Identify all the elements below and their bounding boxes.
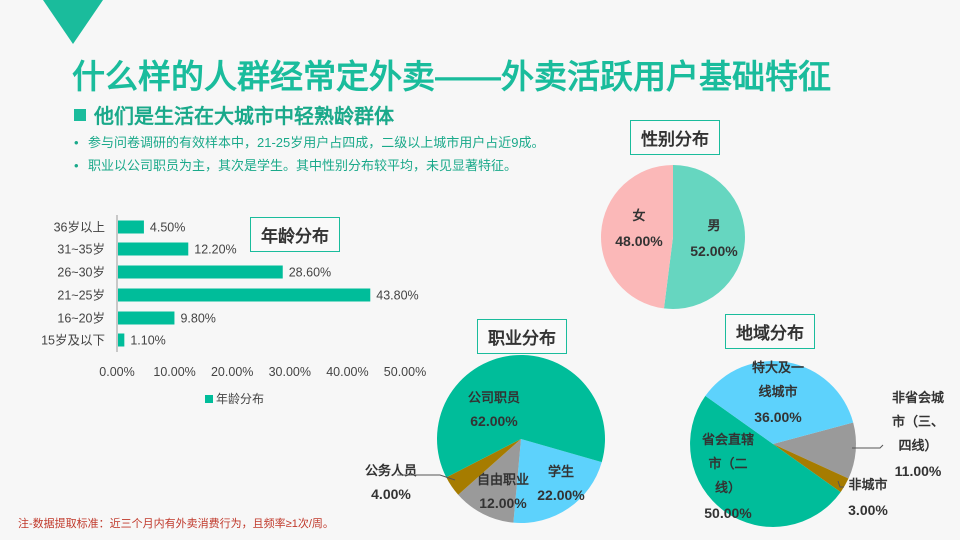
age-chart-title: 年龄分布 <box>250 217 340 252</box>
bullet-list: • 参与问卷调研的有效样本中，21-25岁用户占四成，二级以上城市用户占近9成。 … <box>74 131 544 177</box>
page-title: 什么样的人群经常定外卖——外卖活跃用户基础特征 <box>72 58 831 95</box>
slice-name-label: 女 <box>632 208 645 223</box>
x-tick-label: 0.00% <box>99 365 134 379</box>
age-bar-1 <box>118 242 189 256</box>
slice-value-label: 48.00% <box>615 233 663 249</box>
slice-name-label: 市（三、 <box>892 414 944 429</box>
pie-slice-2 <box>446 439 521 495</box>
x-tick-label: 40.00% <box>326 365 368 379</box>
x-tick-label: 30.00% <box>269 365 311 379</box>
bullet-item: • 参与问卷调研的有效样本中，21-25岁用户占四成，二级以上城市用户占近9成。 <box>74 131 544 154</box>
age-category-label: 16~20岁 <box>57 311 105 326</box>
x-tick-label: 20.00% <box>211 365 253 379</box>
age-bar-3 <box>118 288 371 302</box>
pie-slice-3 <box>437 354 605 478</box>
section-subtitle: 他们是生活在大城市中轻熟龄群体 <box>74 100 394 129</box>
pie-slice-1 <box>600 165 673 309</box>
slice-name-label: 非省会城 <box>892 390 944 405</box>
slice-name-label: 线城市 <box>758 384 797 399</box>
age-category-label: 21~25岁 <box>57 288 105 303</box>
age-value-label: 28.60% <box>289 266 331 280</box>
slice-value-label: 3.00% <box>848 502 888 518</box>
slice-value-label: 11.00% <box>895 463 942 479</box>
subtitle-text: 他们是生活在大城市中轻熟龄群体 <box>94 106 394 128</box>
age-category-label: 26~30岁 <box>57 265 105 280</box>
slice-name-label: 非城市 <box>848 477 887 492</box>
slice-name-label: 特大及一 <box>752 360 804 375</box>
legend-swatch <box>205 395 213 403</box>
age-bar-4 <box>118 311 175 325</box>
bullet-text: 职业以公司职员为主，其次是学生。其中性别分布较平均，未见显著特征。 <box>88 158 518 173</box>
bullet-item: • 职业以公司职员为主，其次是学生。其中性别分布较平均，未见显著特征。 <box>74 154 544 177</box>
age-bar-0 <box>118 220 144 234</box>
slice-value-label: 4.00% <box>371 486 411 502</box>
leader-line-non-provincial <box>852 444 884 449</box>
slice-value-label: 36.00% <box>754 409 802 425</box>
slice-name-label: 线） <box>715 480 741 495</box>
slice-name-label: 学生 <box>548 464 574 479</box>
pie-slice-0 <box>663 165 745 309</box>
age-bar-2 <box>118 265 283 279</box>
age-value-label: 1.10% <box>130 334 165 348</box>
pie-slice-0 <box>513 439 602 523</box>
slice-value-label: 50.00% <box>704 505 752 521</box>
slice-name-label: 四线） <box>898 438 937 453</box>
bullet-text: 参与问卷调研的有效样本中，21-25岁用户占四成，二级以上城市用户占近9成。 <box>88 135 545 150</box>
slice-name-label: 公司职员 <box>468 390 520 405</box>
pie-slice-2 <box>690 395 841 527</box>
age-value-label: 12.20% <box>194 243 236 257</box>
pie-slice-1 <box>773 444 849 493</box>
slice-name-label: 公务人员 <box>365 463 417 478</box>
pie-slice-1 <box>458 439 521 523</box>
bullet-dot-icon: • <box>74 158 79 173</box>
slice-value-label: 62.00% <box>470 413 518 429</box>
age-value-label: 4.50% <box>150 221 185 235</box>
occupation-chart-title: 职业分布 <box>477 319 567 354</box>
pie-slice-3 <box>705 361 854 444</box>
slice-name-label: 省会直辖 <box>701 432 754 447</box>
slice-value-label: 22.00% <box>537 487 585 503</box>
legend-label: 年龄分布 <box>216 392 264 406</box>
leader-line-civil-servant <box>397 474 456 481</box>
bullet-dot-icon: • <box>74 135 79 150</box>
slice-value-label: 52.00% <box>690 243 738 259</box>
gender-chart-title: 性别分布 <box>630 120 720 155</box>
x-tick-label: 50.00% <box>384 365 426 379</box>
age-category-label: 36岁以上 <box>54 220 105 235</box>
corner-triangle-decoration <box>43 0 103 44</box>
x-tick-label: 10.00% <box>153 365 195 379</box>
age-bar-5 <box>118 333 125 347</box>
footnote: 注-数据提取标准：近三个月内有外卖消费行为，且频率≥1次/周。 <box>18 518 334 530</box>
leader-line-non-city <box>837 480 844 488</box>
age-category-label: 31~35岁 <box>57 242 105 257</box>
slice-value-label: 12.00% <box>479 495 527 511</box>
region-chart-title: 地域分布 <box>725 314 815 349</box>
slice-name-label: 男 <box>707 218 720 233</box>
slice-name-label: 市（二 <box>708 456 747 471</box>
square-bullet-icon <box>74 108 86 121</box>
pie-slice-0 <box>773 422 856 479</box>
age-value-label: 43.80% <box>376 289 418 303</box>
age-value-label: 9.80% <box>180 312 215 326</box>
slice-name-label: 自由职业 <box>477 472 529 487</box>
age-category-label: 15岁及以下 <box>41 333 105 348</box>
